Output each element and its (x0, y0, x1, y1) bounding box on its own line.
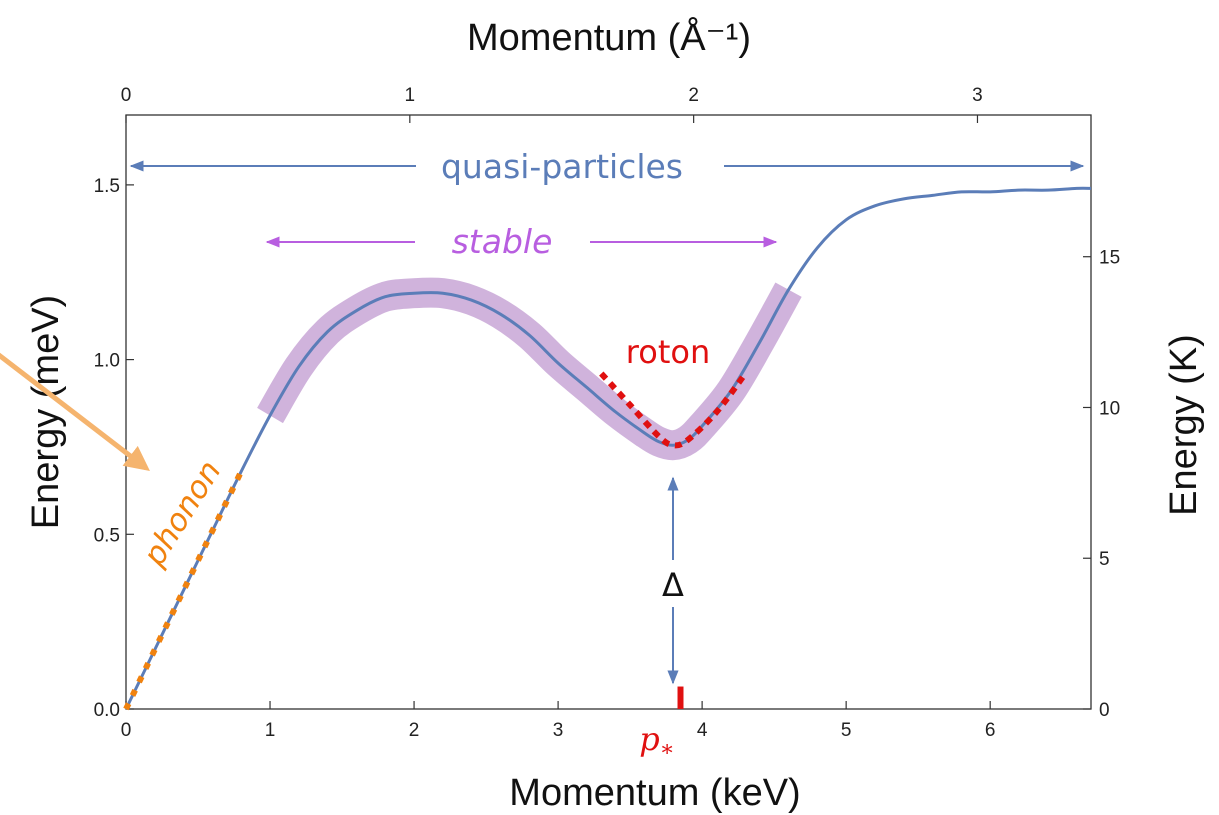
y2-tick-label: 0 (1099, 700, 1110, 721)
y-tick-label: 0.0 (94, 700, 120, 721)
phonon-pointer-arrow (0, 352, 150, 472)
x-tick-label: 5 (841, 720, 852, 741)
quasi-particles-label: quasi-particles (441, 147, 683, 186)
gap-label: Δ (662, 566, 684, 604)
x2-tick-label: 1 (405, 85, 416, 106)
x-axis-title: Momentum (keV) (509, 772, 800, 814)
x2-axis-title: Momentum (Å⁻¹) (467, 15, 751, 59)
phonon-fit-dots (123, 470, 244, 711)
x-tick-label: 6 (985, 720, 996, 741)
dispersion-curve (124, 186, 1092, 710)
x-tick-label: 4 (697, 720, 708, 741)
y-tick-label: 1.5 (94, 176, 120, 197)
roton-label: roton (626, 333, 710, 371)
dispersion-curve-group (124, 186, 1092, 710)
plot-frame (125, 114, 1092, 710)
y2-tick-label: 15 (1099, 248, 1120, 269)
y2-tick-label: 10 (1099, 398, 1120, 419)
x-tick-label: 2 (409, 720, 420, 741)
x2-tick-label: 3 (972, 85, 983, 106)
roton-fit-dots (599, 371, 748, 449)
y-tick-label: 0.5 (94, 525, 120, 546)
y2-tick-label: 5 (1099, 549, 1110, 570)
x-tick-label: 3 (553, 720, 564, 741)
fit-overlays (123, 371, 748, 711)
phonon-label: phonon (136, 454, 229, 573)
p-star-main: p (639, 720, 659, 758)
x-tick-label: 1 (265, 720, 276, 741)
y-tick-label: 1.0 (94, 351, 120, 372)
stable-label: stable (452, 222, 553, 261)
x-tick-label: 0 (121, 720, 132, 741)
y2-axis-title: Energy (K) (1163, 334, 1205, 516)
p-star-subscript: ∗ (660, 737, 675, 762)
x2-tick-label: 2 (688, 85, 699, 106)
y-axis-title: Energy (meV) (25, 295, 67, 529)
axis-ticks: 0 1 2 3 4 5 6 0 1 2 3 0.0 0.5 1.0 1.5 0 5 10 15 (94, 85, 1121, 741)
x2-tick-label: 0 (121, 85, 132, 106)
p-star-label: p∗ (639, 720, 674, 762)
